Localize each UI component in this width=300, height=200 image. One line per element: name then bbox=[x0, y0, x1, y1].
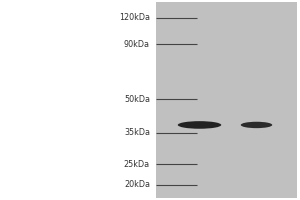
Text: 120kDa: 120kDa bbox=[119, 13, 150, 22]
Ellipse shape bbox=[241, 122, 272, 128]
FancyBboxPatch shape bbox=[156, 2, 297, 198]
Text: 50kDa: 50kDa bbox=[124, 95, 150, 104]
Text: 20kDa: 20kDa bbox=[124, 180, 150, 189]
Ellipse shape bbox=[178, 121, 221, 129]
Text: 25kDa: 25kDa bbox=[124, 160, 150, 169]
Text: 90kDa: 90kDa bbox=[124, 40, 150, 49]
Text: 35kDa: 35kDa bbox=[124, 128, 150, 137]
